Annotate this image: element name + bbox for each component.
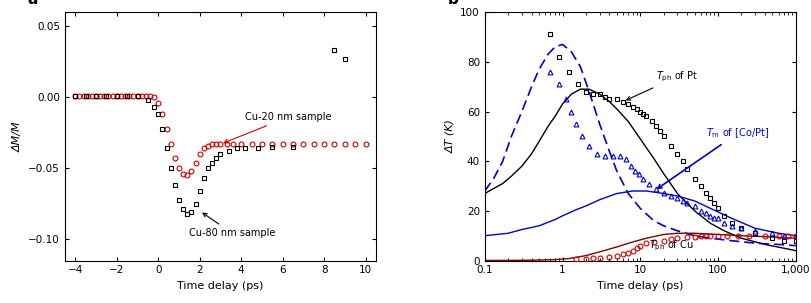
Y-axis label: ΔM/M: ΔM/M <box>13 121 23 152</box>
Text: a: a <box>28 0 38 7</box>
Text: b: b <box>447 0 457 7</box>
Text: Cu-80 nm sample: Cu-80 nm sample <box>189 213 276 238</box>
Text: $T_\mathrm{ph}$ of Pt: $T_\mathrm{ph}$ of Pt <box>626 70 697 100</box>
Text: Cu-20 nm sample: Cu-20 nm sample <box>224 112 332 143</box>
X-axis label: Time delay (ps): Time delay (ps) <box>177 281 264 291</box>
Y-axis label: ΔT (K): ΔT (K) <box>444 119 454 153</box>
Text: $T_\mathrm{m}$ of [Co/Pt]: $T_\mathrm{m}$ of [Co/Pt] <box>657 126 768 188</box>
Text: $T_\mathrm{ph}$ of Cu: $T_\mathrm{ph}$ of Cu <box>648 235 699 253</box>
X-axis label: Time delay (ps): Time delay (ps) <box>596 281 683 291</box>
